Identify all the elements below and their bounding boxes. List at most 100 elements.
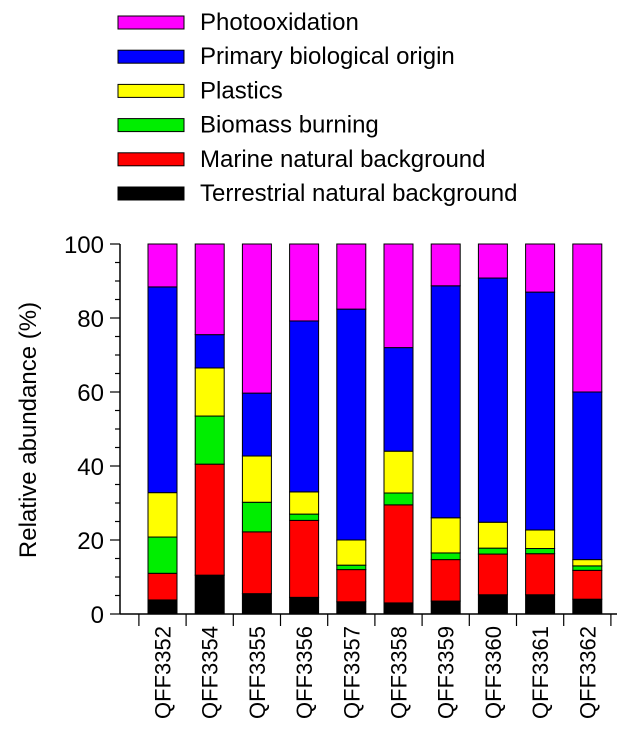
bar-segment-biomass-burning — [241, 501, 272, 533]
bar-segment-plastics — [525, 529, 556, 550]
bar-segment-biomass-burning — [572, 565, 603, 571]
bar-segment-plastics — [241, 455, 272, 503]
bar-segment-plastics — [289, 491, 320, 515]
bar-segment-biomass-burning — [477, 547, 508, 555]
x-category-label: QFF3359 — [434, 626, 459, 719]
y-tick-label: 20 — [77, 528, 104, 555]
x-category-label: QFF3358 — [387, 626, 412, 719]
bar-segment-plastics — [194, 367, 225, 417]
y-tick-label: 40 — [77, 454, 104, 481]
bars — [147, 243, 603, 615]
y-tick-label: 80 — [77, 306, 104, 333]
legend-label: Plastics — [200, 77, 283, 104]
bar-segment-biomass-burning — [525, 548, 556, 555]
bar-segment-photooxidation — [289, 243, 320, 322]
bar-segment-marine-natural-background — [383, 504, 414, 604]
legend-swatch — [117, 152, 185, 167]
bar-segment-primary-biological-origin — [241, 392, 272, 457]
legend-item-marine-natural-background: Marine natural background — [117, 146, 486, 173]
bar-segment-marine-natural-background — [147, 572, 178, 601]
bar-segment-marine-natural-background — [241, 531, 272, 595]
bar-segment-photooxidation — [241, 243, 272, 394]
bar-segment-marine-natural-background — [336, 569, 367, 603]
bar-stack-qff3354 — [194, 243, 225, 615]
bar-stack-qff3359 — [430, 243, 461, 615]
bar-segment-photooxidation — [477, 243, 508, 279]
y-tick-label: 0 — [91, 602, 104, 629]
bar-segment-terrestrial-natural-background — [383, 602, 414, 615]
bar-segment-terrestrial-natural-background — [430, 600, 461, 615]
bar-segment-primary-biological-origin — [336, 308, 367, 541]
bar-segment-plastics — [383, 450, 414, 494]
x-axis: QFF3352 QFF3354 QFF3355 QFF3356 QFF3357 QFF33… — [120, 613, 617, 719]
legend-item-photooxidation: Photooxidation — [117, 9, 359, 36]
bar-segment-terrestrial-natural-background — [572, 598, 603, 615]
x-category-label: QFF3352 — [151, 626, 176, 719]
legend-swatch — [117, 186, 185, 201]
bar-stack-qff3361 — [525, 243, 556, 615]
legend-label: Photooxidation — [200, 9, 359, 36]
bar-segment-terrestrial-natural-background — [289, 596, 320, 615]
bar-stack-qff3362 — [572, 243, 603, 615]
bar-segment-biomass-burning — [147, 536, 178, 574]
x-category-label: QFF3357 — [339, 626, 364, 719]
bar-segment-photooxidation — [383, 243, 414, 349]
legend-swatch — [117, 83, 185, 98]
bar-stack-qff3360 — [477, 243, 508, 615]
bar-segment-plastics — [430, 517, 461, 554]
bar-segment-terrestrial-natural-background — [147, 599, 178, 615]
bar-segment-photooxidation — [430, 243, 461, 287]
bar-segment-biomass-burning — [430, 552, 461, 561]
legend-label: Primary biological origin — [200, 43, 455, 70]
bar-segment-marine-natural-background — [572, 569, 603, 600]
legend-item-primary-biological-origin: Primary biological origin — [117, 43, 455, 70]
bar-segment-photooxidation — [525, 243, 556, 293]
bar-segment-primary-biological-origin — [572, 391, 603, 561]
bar-segment-marine-natural-background — [194, 463, 225, 576]
bar-segment-plastics — [336, 539, 367, 566]
bar-segment-primary-biological-origin — [194, 334, 225, 369]
x-category-label: QFF3360 — [481, 626, 506, 719]
x-category-label: QFF3355 — [245, 626, 270, 719]
y-tick-label: 60 — [77, 380, 104, 407]
y-axis: 0 20 40 60 80 100 — [64, 232, 121, 629]
bar-segment-plastics — [147, 492, 178, 538]
legend-swatch — [117, 118, 185, 133]
legend-swatch — [117, 15, 185, 30]
bar-segment-primary-biological-origin — [525, 291, 556, 531]
bar-stack-qff3357 — [336, 243, 367, 615]
bar-segment-marine-natural-background — [430, 559, 461, 602]
bar-stack-qff3355 — [241, 243, 272, 615]
bar-segment-terrestrial-natural-background — [336, 601, 367, 615]
bar-segment-photooxidation — [336, 243, 367, 310]
bar-segment-terrestrial-natural-background — [525, 594, 556, 615]
bar-segment-primary-biological-origin — [289, 320, 320, 493]
bar-segment-primary-biological-origin — [430, 285, 461, 519]
legend-label: Biomass burning — [200, 112, 379, 139]
legend-label: Terrestrial natural background — [200, 180, 518, 207]
bar-segment-marine-natural-background — [477, 553, 508, 596]
bar-segment-marine-natural-background — [289, 519, 320, 598]
legend-item-plastics: Plastics — [117, 77, 283, 104]
y-axis-title: Relative abundance (%) — [15, 302, 42, 558]
bar-segment-terrestrial-natural-background — [194, 574, 225, 615]
bar-segment-photooxidation — [194, 243, 225, 336]
bar-segment-biomass-burning — [383, 492, 414, 506]
y-tick-label: 100 — [64, 232, 104, 259]
bar-segment-biomass-burning — [336, 564, 367, 571]
legend-swatch — [117, 49, 185, 64]
bar-stack-qff3356 — [289, 243, 320, 615]
bar-segment-plastics — [477, 521, 508, 549]
bar-segment-biomass-burning — [194, 415, 225, 465]
bar-segment-terrestrial-natural-background — [477, 594, 508, 615]
bar-segment-terrestrial-natural-background — [241, 593, 272, 615]
bar-segment-photooxidation — [572, 243, 603, 393]
x-category-label: QFF3354 — [198, 626, 223, 719]
x-category-label: QFF3356 — [292, 626, 317, 719]
bar-segment-biomass-burning — [289, 513, 320, 521]
bar-segment-photooxidation — [147, 243, 178, 288]
bar-segment-marine-natural-background — [525, 553, 556, 596]
legend-item-terrestrial-natural-background: Terrestrial natural background — [117, 180, 518, 207]
legend: Photooxidation Primary biological origin P… — [117, 9, 518, 207]
